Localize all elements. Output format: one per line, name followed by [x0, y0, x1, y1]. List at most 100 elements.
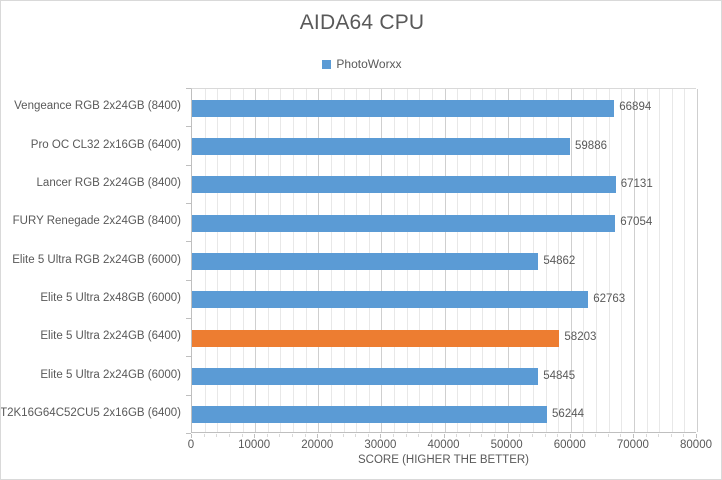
bar-row[interactable]: 58203 [192, 329, 696, 347]
bar-row[interactable]: 67131 [192, 176, 696, 194]
bar[interactable] [192, 368, 539, 385]
bar-value-label: 58203 [564, 331, 597, 344]
y-tick-mark [186, 279, 191, 281]
bar-value-label: 67054 [620, 216, 653, 229]
y-tick-mark [186, 164, 191, 166]
x-tick-mark-minor [266, 434, 268, 437]
bar-value-label: 56244 [552, 408, 585, 421]
bar-row[interactable]: 56244 [192, 406, 696, 424]
gridline-major [697, 89, 698, 432]
gridline-minor [608, 89, 610, 432]
x-axis-title: SCORE (HIGHER THE BETTER) [357, 454, 530, 466]
x-tick-mark-minor [216, 434, 218, 437]
gridline-minor [545, 89, 547, 432]
x-tick-mark-minor [481, 434, 483, 437]
bar[interactable] [192, 329, 560, 347]
gridline-major [570, 89, 572, 432]
y-axis-label: CT2K16G64C52CU5 2x16GB (6400) [0, 406, 181, 419]
x-tick-mark-minor [683, 434, 685, 437]
x-tick-mark [569, 434, 571, 438]
x-tick-mark-minor [595, 434, 596, 437]
x-tick-mark-minor [241, 434, 243, 437]
bar[interactable] [192, 291, 589, 309]
y-axis-label: Lancer RGB 2x24GB (8400) [36, 176, 181, 189]
chart-legend: PhotoWorxx [1, 57, 721, 71]
plot-area: 66894 59886 67131 67054 54862 62763 58203 54845… [191, 88, 698, 433]
y-axis-label: Vengeance RGB 2x24GB (8400) [14, 100, 181, 113]
gridline-minor [621, 89, 623, 432]
bar[interactable] [192, 214, 616, 232]
bar[interactable] [192, 406, 548, 424]
x-tick-label: 50000 [490, 439, 523, 451]
legend-label: PhotoWorxx [336, 57, 402, 71]
y-tick-mark [186, 203, 191, 204]
bar-value-label: 59886 [575, 139, 607, 152]
gridline-minor [646, 89, 648, 432]
x-tick-mark [191, 434, 192, 438]
bar-value-label: 67131 [620, 178, 653, 191]
x-tick-mark-minor [544, 434, 546, 437]
x-tick-mark [380, 434, 382, 438]
bar-row[interactable]: 66894 [192, 99, 696, 117]
x-tick-mark-minor [531, 434, 533, 437]
x-tick-mark-minor [304, 434, 306, 437]
x-tick-mark-minor [456, 434, 458, 437]
x-axis-tick-labels: 0 10000 20000 30000 40000 50000 60000 70000 8000… [187, 434, 712, 456]
y-axis-category-labels: Vengeance RGB 2x24GB (8400) Pro OC CL32 2… [1, 88, 186, 433]
x-tick-mark-minor [393, 434, 394, 437]
bar[interactable] [192, 176, 616, 194]
y-axis-label: FURY Renegade 2x24GB (8400) [12, 215, 181, 228]
bar-value-label: 54862 [543, 254, 576, 267]
x-tick-label: 30000 [364, 439, 397, 451]
legend-item-photoworxx[interactable]: PhotoWorxx [322, 57, 402, 71]
x-tick-mark [254, 434, 256, 438]
bar[interactable] [192, 253, 539, 270]
bar-row[interactable]: 62763 [192, 291, 696, 309]
bar-value-label: 54845 [543, 369, 576, 382]
y-axis-tick-marks [186, 88, 191, 434]
gridline-major [633, 89, 635, 432]
x-tick-mark-minor [494, 434, 495, 437]
y-axis-label: Elite 5 Ultra 2x24GB (6400) [40, 330, 181, 343]
x-tick-label: 70000 [616, 439, 649, 451]
x-tick-mark-minor [468, 434, 470, 437]
x-tick-mark-minor [670, 434, 672, 437]
bar-row[interactable]: 67054 [192, 214, 696, 232]
bar-row[interactable]: 59886 [192, 138, 696, 155]
x-tick-mark-minor [203, 434, 205, 437]
x-tick-mark-minor [658, 434, 660, 437]
bar-row[interactable]: 54845 [192, 368, 696, 385]
x-tick-mark [506, 434, 508, 438]
chart-title: AIDA64 CPU [299, 11, 425, 34]
x-tick-mark-minor [329, 434, 331, 437]
x-tick-label: 20000 [301, 439, 334, 451]
bar[interactable] [192, 99, 615, 117]
bar-row[interactable]: 54862 [192, 253, 696, 270]
bar[interactable] [192, 138, 571, 155]
x-tick-mark-minor [519, 434, 521, 437]
x-tick-mark-minor [607, 434, 609, 437]
x-tick-mark-minor [279, 434, 281, 437]
gridline-minor [684, 89, 686, 432]
gridline-minor [659, 89, 661, 432]
bar-series: 66894 59886 67131 67054 54862 62763 58203 54845… [192, 89, 696, 432]
x-tick-mark [632, 434, 634, 438]
x-tick-label: 80000 [680, 439, 712, 451]
x-tick-mark-minor [582, 434, 584, 437]
x-tick-mark-minor [355, 434, 357, 437]
x-tick-label: 10000 [238, 439, 271, 451]
x-tick-label: 40000 [427, 439, 460, 451]
x-tick-mark-minor [557, 434, 559, 437]
x-tick-label: 0 [187, 439, 195, 451]
x-tick-mark [696, 434, 697, 438]
x-tick-mark-minor [430, 434, 432, 437]
bar-value-label: 62763 [593, 293, 626, 306]
x-tick-mark-minor [367, 434, 369, 437]
y-tick-mark [186, 394, 191, 396]
gridline-minor [596, 89, 597, 432]
y-tick-mark [186, 88, 191, 89]
x-tick-mark [317, 434, 319, 438]
y-tick-mark [186, 126, 191, 128]
x-tick-mark-minor [342, 434, 344, 437]
